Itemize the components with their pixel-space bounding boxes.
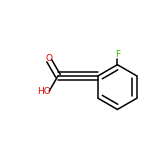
Text: F: F	[115, 50, 120, 59]
Text: O: O	[46, 54, 53, 63]
Text: HO: HO	[37, 87, 51, 96]
